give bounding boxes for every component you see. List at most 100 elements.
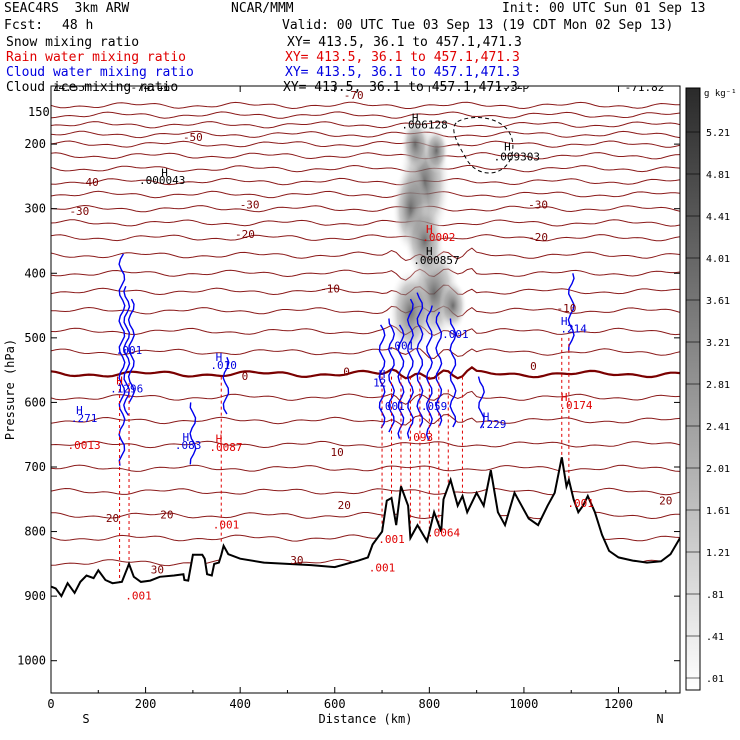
cloud-water-contour	[425, 305, 433, 441]
extremum-value-label: .093	[407, 431, 434, 444]
temperature-contour	[51, 366, 680, 380]
colorbar-label: 2.81	[706, 380, 730, 391]
temperature-label: 20	[338, 499, 351, 512]
colorbar-label: 4.01	[706, 254, 730, 265]
forecast-hour: 48 h	[62, 18, 94, 33]
high-marker: H	[379, 368, 386, 381]
temperature-contour	[51, 219, 680, 227]
x-tick-label: 1000	[509, 697, 538, 711]
extremum-value-label: .001	[442, 328, 469, 341]
extremum-value-label: .1296	[110, 383, 143, 396]
temperature-label: -20	[235, 228, 255, 241]
temperature-label: 30	[290, 554, 303, 567]
x-tick-label: 800	[419, 697, 441, 711]
temperature-contour	[51, 121, 680, 129]
field-name-rain: Rain water mixing ratio	[6, 50, 187, 65]
forecast-label: Fcst:	[4, 18, 44, 33]
y-tick-label: 700	[24, 460, 46, 474]
temperature-contour	[51, 111, 680, 119]
temperature-contour	[51, 324, 680, 337]
temperature-contour	[51, 152, 680, 160]
temperature-contour	[51, 234, 680, 242]
colorbar-label: 1.21	[706, 548, 730, 559]
extremum-value-label: .0013	[68, 439, 101, 452]
temperature-contour	[51, 305, 680, 318]
cloud-water-contour	[397, 324, 405, 439]
y-tick-label: 500	[24, 331, 46, 345]
cloud-water-contour	[477, 376, 485, 429]
x-tick-label: 200	[135, 697, 157, 711]
temperature-contour	[51, 267, 680, 281]
extremum-value-label: 12	[373, 376, 386, 389]
y-tick-label: 900	[24, 589, 46, 603]
high-marker: H	[504, 141, 511, 154]
temperature-label: 20	[160, 509, 173, 522]
extremum-value-label: .083	[175, 439, 202, 452]
y-tick-label: 200	[24, 137, 46, 151]
temperature-contour	[51, 164, 680, 173]
temperature-label: -30	[528, 199, 548, 212]
north-label: N	[656, 712, 663, 726]
temperature-label: 30	[151, 564, 164, 577]
cloud-water-contour	[406, 298, 414, 439]
high-marker: H	[216, 351, 223, 364]
institution-label: NCAR/MMM	[231, 1, 294, 16]
x-axis-title: Distance (km)	[319, 712, 413, 726]
colorbar-label: 1.61	[706, 506, 730, 517]
extremum-value-label: .0087	[209, 441, 242, 454]
extremum-value-label: .001	[567, 497, 594, 510]
cloud-water-contour	[567, 273, 575, 351]
temperature-label: 20	[106, 512, 119, 525]
extremum-value-label: -74.55	[45, 81, 85, 94]
temperature-label: -30	[69, 205, 89, 218]
y-tick-label: 1000	[17, 654, 46, 668]
temperature-contour	[51, 440, 680, 449]
x-tick-label: 1200	[604, 697, 633, 711]
temperature-label: -50	[183, 131, 203, 144]
high-marker: H	[76, 404, 83, 417]
y-tick-label: 800	[24, 525, 46, 539]
high-marker: H	[161, 166, 168, 179]
high-marker: H	[216, 432, 223, 445]
high-marker: H	[412, 112, 419, 125]
init-time: Init: 00 UTC Sun 01 Sep 13	[502, 1, 706, 16]
y-tick-label: 400	[24, 266, 46, 280]
extremum-value-label: .006128	[401, 119, 447, 132]
high-marker: H	[426, 223, 433, 236]
high-marker: H	[116, 374, 123, 387]
snow-shading	[438, 279, 467, 332]
extremum-value-label: .214	[560, 323, 587, 336]
high-marker: H	[561, 315, 568, 328]
snow-shading	[404, 202, 445, 280]
cloud-water-contour	[449, 318, 457, 428]
extremum-value-label: .009303	[494, 150, 540, 163]
temperature-contour	[51, 140, 680, 148]
extremum-value-label: .0064	[427, 527, 460, 540]
high-marker: H	[561, 391, 568, 404]
south-label: S	[82, 712, 89, 726]
colorbar-label: 3.61	[706, 296, 730, 307]
temperature-label: -70	[344, 89, 364, 102]
valid-time: Valid: 00 UTC Tue 03 Sep 13 (19 CDT Mon …	[282, 18, 674, 33]
temperature-contour	[51, 130, 680, 139]
high-marker: H	[483, 410, 490, 423]
field-xy-rain: XY= 413.5, 36.1 to 457.1,471.3	[285, 50, 520, 65]
field-name-snow: Snow mixing ratio	[6, 35, 140, 50]
field-xy-cloud-ice: XY= 413.5, 36.1 to 457.1,471.3	[283, 80, 518, 95]
extremum-value-label: .000857	[413, 254, 459, 267]
extremum-value-label: .001	[116, 344, 143, 357]
cloud-water-contour	[189, 402, 197, 465]
extremum-value-label: .001	[378, 533, 405, 546]
field-name-cloud-ice: Cloud ice mixing ratio	[6, 80, 179, 95]
snow-shading	[424, 127, 449, 174]
terrain-fill	[51, 457, 680, 693]
y-axis-title: Pressure (hPa)	[3, 339, 17, 440]
snow-shading	[401, 118, 430, 170]
colorbar-label: .01	[706, 674, 724, 685]
extremum-value-label: -74.46	[130, 81, 170, 94]
cloud-water-contour	[118, 253, 126, 466]
temperature-contour	[51, 204, 680, 213]
extremum-value-label: -73.29	[490, 79, 530, 92]
cloud-water-contour	[416, 292, 424, 428]
colorbar-label: 3.21	[706, 338, 730, 349]
